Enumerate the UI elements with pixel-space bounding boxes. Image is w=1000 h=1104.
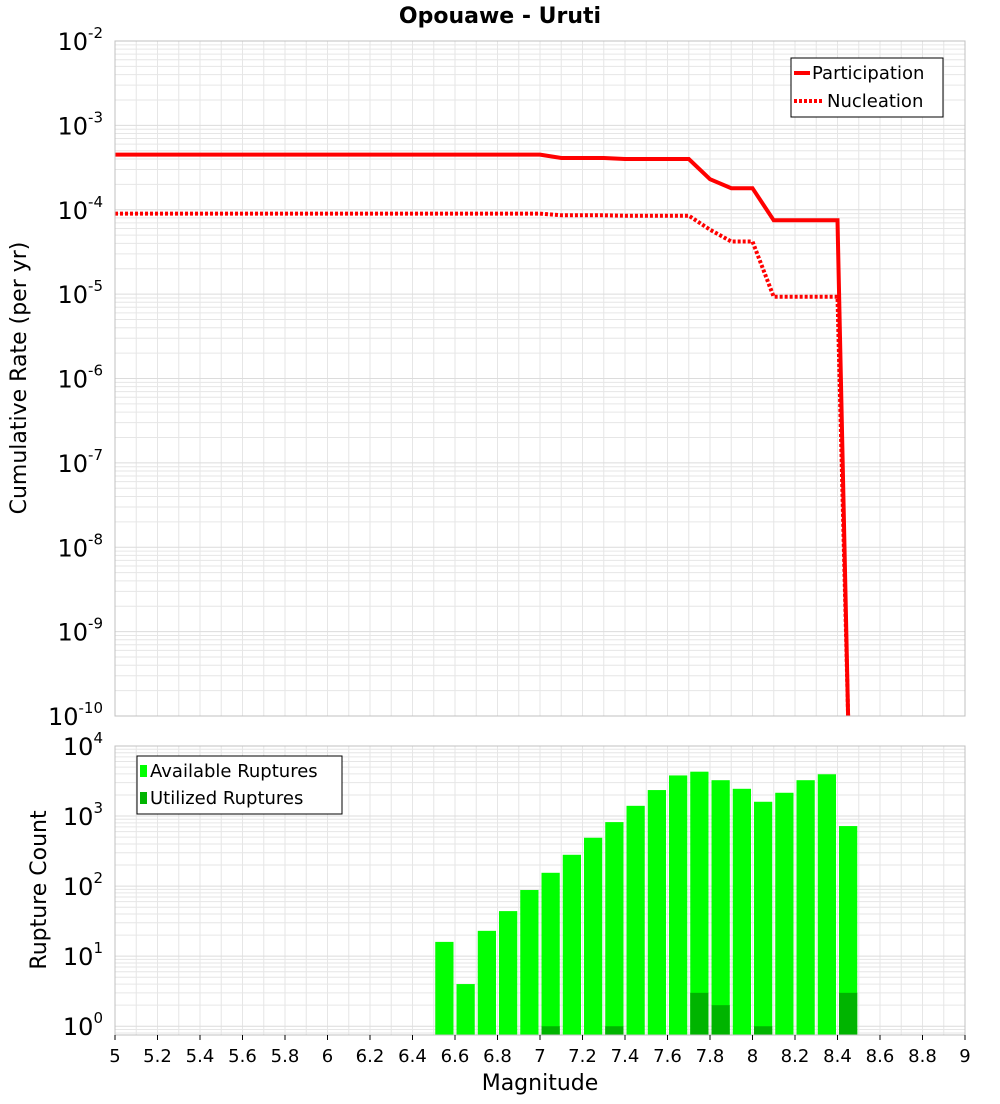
rate-y-tick-label: 10-4	[57, 193, 103, 225]
magnitude-x-axis-label: Magnitude	[482, 1071, 599, 1096]
legend-nucleation-label: Nucleation	[827, 91, 923, 112]
count-y-axis-label: Rupture Count	[27, 810, 52, 970]
bar-available-ruptures	[456, 984, 475, 1035]
rate-y-tick-label: 10-9	[57, 615, 103, 647]
bar-available-ruptures	[499, 911, 518, 1035]
x-tick-label: 6.2	[356, 1046, 385, 1067]
count-bars	[435, 771, 858, 1035]
bar-available-ruptures	[839, 826, 858, 1035]
bar-available-ruptures	[541, 872, 560, 1035]
bar-available-ruptures	[435, 941, 454, 1035]
bar-utilized-ruptures	[605, 1026, 624, 1035]
x-tick-label: 7.4	[611, 1046, 640, 1067]
count-y-tick-label: 104	[63, 729, 103, 761]
x-tick-label: 5.2	[143, 1046, 172, 1067]
x-tick-label: 8.2	[781, 1046, 810, 1067]
x-tick-label: 9	[959, 1046, 970, 1067]
bar-available-ruptures	[584, 837, 603, 1035]
legend-utilized-swatch	[140, 792, 147, 804]
bar-available-ruptures	[796, 780, 815, 1035]
rate-y-tick-label: 10-10	[48, 699, 103, 731]
count-legend: Available Ruptures Utilized Ruptures	[136, 755, 343, 815]
legend-participation-label: Participation	[812, 63, 924, 84]
series-line-participation	[115, 152, 851, 717]
x-tick-label: 8	[747, 1046, 758, 1067]
rate-y-ticks: 10-10 10-9 10-8 10-7 10-6 10-5 10-4 10-3 10-2	[48, 24, 103, 731]
bar-utilized-ruptures	[839, 992, 858, 1035]
bar-available-ruptures	[775, 792, 794, 1035]
rate-plot-frame	[114, 40, 966, 717]
rate-grid	[114, 40, 966, 717]
count-y-tick-label: 103	[63, 799, 103, 831]
bar-available-ruptures	[690, 771, 709, 1035]
x-tick-label: 7.6	[653, 1046, 682, 1067]
rate-y-tick-label: 10-5	[57, 277, 103, 309]
bar-available-ruptures	[626, 805, 645, 1035]
count-y-tick-label: 101	[63, 939, 103, 971]
count-y-tick-label: 102	[63, 869, 103, 901]
rate-legend-box	[790, 57, 944, 118]
x-tick-label: 8.6	[866, 1046, 895, 1067]
x-tick-label: 7.2	[568, 1046, 597, 1067]
legend-available-swatch	[140, 765, 147, 777]
bar-utilized-ruptures	[541, 1026, 560, 1035]
x-tick-label: 5.8	[271, 1046, 300, 1067]
bar-available-ruptures	[605, 822, 624, 1035]
magnitude-x-ticks: 5 5.2 5.4 5.6 5.8 6 6.2 6.4 6.6 6.8 7 7.2 7.4 7.6 7.8 8…	[109, 1035, 971, 1067]
x-tick-label: 5.4	[186, 1046, 215, 1067]
bar-utilized-ruptures	[754, 1026, 773, 1035]
count-legend-box	[136, 755, 343, 815]
x-tick-label: 8.8	[908, 1046, 937, 1067]
x-tick-label: 6.4	[398, 1046, 427, 1067]
bar-utilized-ruptures	[711, 1005, 730, 1035]
bar-available-ruptures	[711, 780, 730, 1035]
bar-available-ruptures	[754, 801, 773, 1035]
chart-title: Opouawe - Uruti	[399, 4, 601, 29]
rate-y-axis-label: Cumulative Rate (per yr)	[7, 242, 32, 515]
count-y-ticks: 100 101 102 103 104	[63, 729, 103, 1041]
rate-y-tick-label: 10-7	[57, 446, 103, 478]
x-tick-label: 5	[109, 1046, 120, 1067]
rate-y-tick-label: 10-2	[57, 24, 103, 56]
count-y-tick-label: 100	[63, 1009, 103, 1041]
bar-available-ruptures	[732, 788, 751, 1035]
rate-panel: 10-10 10-9 10-8 10-7 10-6 10-5 10-4 10-3 10-2 Cu…	[7, 24, 966, 731]
rate-y-tick-label: 10-6	[57, 362, 103, 394]
bar-available-ruptures	[520, 890, 539, 1035]
rate-legend: Participation Nucleation	[790, 57, 944, 118]
count-panel: 100 101 102 103 104 5 5.2 5.4 5.6 5.8 6 6.2 6.4 6.6 6…	[27, 729, 971, 1096]
rate-y-tick-label: 10-8	[57, 530, 103, 562]
rate-series	[115, 152, 851, 717]
bar-available-ruptures	[817, 774, 836, 1035]
bar-available-ruptures	[477, 930, 496, 1035]
x-tick-label: 6	[322, 1046, 333, 1067]
legend-utilized-label: Utilized Ruptures	[150, 788, 303, 809]
x-tick-label: 6.8	[483, 1046, 512, 1067]
bar-available-ruptures	[669, 775, 688, 1035]
x-tick-label: 7	[534, 1046, 545, 1067]
bar-available-ruptures	[647, 790, 666, 1035]
x-tick-label: 5.6	[228, 1046, 257, 1067]
rate-y-tick-label: 10-3	[57, 108, 103, 140]
bar-utilized-ruptures	[690, 992, 709, 1035]
x-tick-label: 6.6	[441, 1046, 470, 1067]
x-tick-label: 7.8	[696, 1046, 725, 1067]
bar-available-ruptures	[562, 854, 581, 1035]
x-tick-label: 8.4	[823, 1046, 852, 1067]
legend-available-label: Available Ruptures	[150, 761, 318, 782]
series-line-nucleation	[115, 211, 851, 717]
